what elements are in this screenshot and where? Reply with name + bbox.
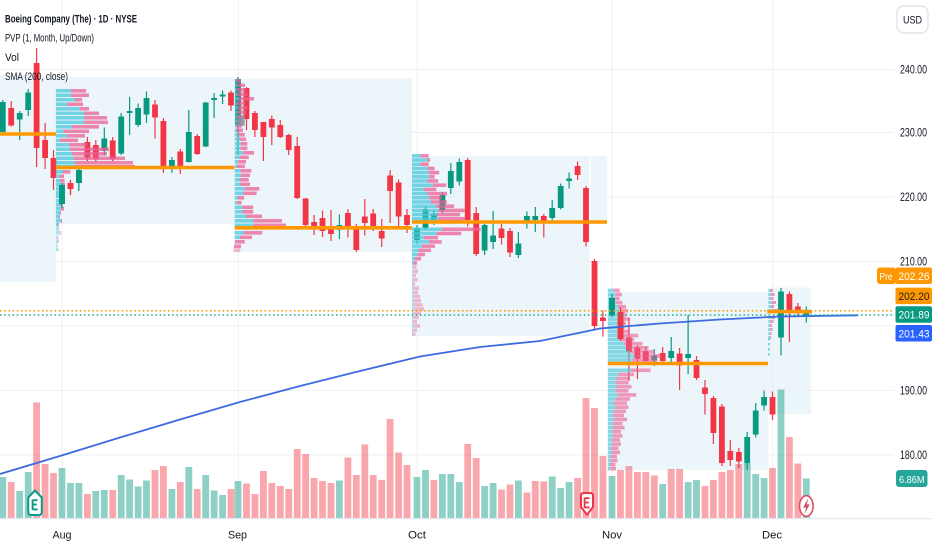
svg-text:201.43: 201.43 bbox=[899, 328, 930, 340]
svg-text:Sep: Sep bbox=[228, 530, 247, 542]
svg-text:202.26: 202.26 bbox=[899, 271, 930, 283]
svg-text:Oct: Oct bbox=[408, 530, 426, 542]
svg-text:180.00: 180.00 bbox=[900, 449, 927, 462]
svg-text:230.00: 230.00 bbox=[900, 127, 927, 140]
svg-text:190.00: 190.00 bbox=[900, 385, 927, 398]
svg-text:USD: USD bbox=[903, 15, 922, 27]
svg-text:Aug: Aug bbox=[53, 530, 72, 542]
svg-text:SMA (200, close): SMA (200, close) bbox=[5, 71, 68, 83]
svg-text:Boeing Company (The) · 1D · NY: Boeing Company (The) · 1D · NYSE bbox=[5, 13, 137, 25]
svg-text:Pre: Pre bbox=[880, 271, 893, 283]
svg-text:202.20: 202.20 bbox=[899, 291, 930, 303]
svg-text:210.00: 210.00 bbox=[900, 256, 927, 269]
svg-text:Dec: Dec bbox=[762, 530, 783, 542]
svg-text:201.89: 201.89 bbox=[899, 310, 930, 322]
svg-text:PVP (1, Month, Up/Down): PVP (1, Month, Up/Down) bbox=[5, 33, 94, 45]
svg-text:Vol: Vol bbox=[5, 52, 19, 64]
svg-text:6.86M: 6.86M bbox=[899, 474, 925, 486]
svg-text:Nov: Nov bbox=[602, 530, 623, 542]
svg-text:220.00: 220.00 bbox=[900, 191, 927, 204]
svg-text:240.00: 240.00 bbox=[900, 64, 927, 77]
